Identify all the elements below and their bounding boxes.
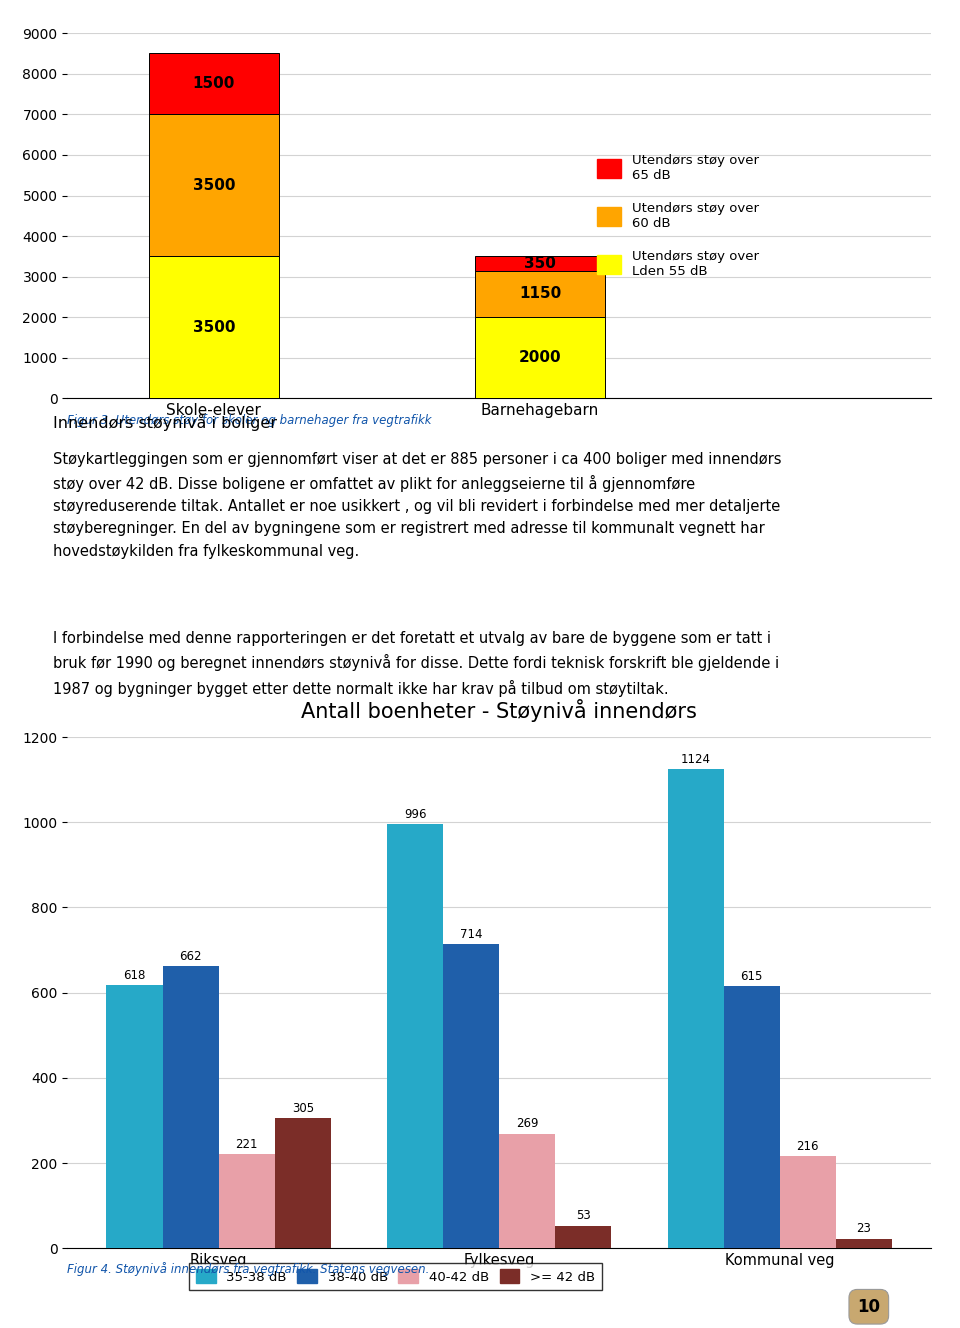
Text: 1150: 1150 bbox=[518, 287, 561, 301]
Legend: Utendørs støy over
65 dB, Utendørs støy over
60 dB, Utendørs støy over
Lden 55 d: Utendørs støy over 65 dB, Utendørs støy … bbox=[592, 149, 764, 283]
Bar bbox=[387, 823, 444, 1248]
Text: 221: 221 bbox=[235, 1138, 258, 1151]
Text: 3500: 3500 bbox=[193, 178, 235, 193]
Text: Innendørs støynivå i boliger: Innendørs støynivå i boliger bbox=[53, 414, 276, 432]
Text: Støykartleggingen som er gjennomført viser at det er 885 personer i ca 400 bolig: Støykartleggingen som er gjennomført vis… bbox=[53, 452, 781, 559]
Legend: 35-38 dB, 38-40 dB, 40-42 dB, >= 42 dB: 35-38 dB, 38-40 dB, 40-42 dB, >= 42 dB bbox=[189, 1263, 602, 1291]
Bar bbox=[780, 1157, 836, 1248]
Bar bbox=[275, 1118, 331, 1248]
Text: 10: 10 bbox=[857, 1297, 880, 1316]
Bar bbox=[444, 944, 499, 1248]
Bar bbox=[149, 53, 279, 114]
Bar bbox=[724, 987, 780, 1248]
Text: Figur 3. Utendørs støy for skoler og barnehager fra vegtrafikk: Figur 3. Utendørs støy for skoler og bar… bbox=[67, 414, 432, 428]
Bar bbox=[475, 256, 605, 271]
Bar bbox=[475, 271, 605, 317]
Bar bbox=[836, 1239, 892, 1248]
Text: 23: 23 bbox=[856, 1222, 872, 1235]
Bar bbox=[499, 1134, 555, 1248]
Text: 618: 618 bbox=[123, 968, 146, 981]
Bar bbox=[219, 1154, 275, 1248]
Text: 996: 996 bbox=[404, 807, 426, 821]
Text: 53: 53 bbox=[576, 1210, 590, 1222]
Bar bbox=[107, 985, 162, 1248]
Text: 269: 269 bbox=[516, 1117, 539, 1130]
Text: 1124: 1124 bbox=[681, 753, 710, 766]
Text: 2000: 2000 bbox=[518, 351, 562, 365]
Bar bbox=[667, 769, 724, 1248]
Title: Antall boenheter - Støynivå innendørs: Antall boenheter - Støynivå innendørs bbox=[301, 699, 697, 721]
Bar bbox=[555, 1226, 612, 1248]
Text: 216: 216 bbox=[797, 1139, 819, 1153]
Text: I forbindelse med denne rapporteringen er det foretatt et utvalg av bare de bygg: I forbindelse med denne rapporteringen e… bbox=[53, 631, 779, 697]
Bar bbox=[149, 114, 279, 256]
Text: 615: 615 bbox=[740, 969, 763, 983]
Bar bbox=[162, 967, 219, 1248]
Bar bbox=[475, 317, 605, 398]
Text: 1500: 1500 bbox=[193, 77, 235, 92]
Text: 305: 305 bbox=[292, 1102, 314, 1116]
Text: 350: 350 bbox=[524, 256, 556, 271]
Bar bbox=[149, 256, 279, 398]
Text: 3500: 3500 bbox=[193, 320, 235, 335]
Text: Figur 4. Støynivå innendørs fra vegtrafikk. Statens vegvesen.: Figur 4. Støynivå innendørs fra vegtrafi… bbox=[67, 1262, 429, 1276]
Text: 662: 662 bbox=[180, 950, 202, 963]
Text: 714: 714 bbox=[460, 928, 482, 940]
